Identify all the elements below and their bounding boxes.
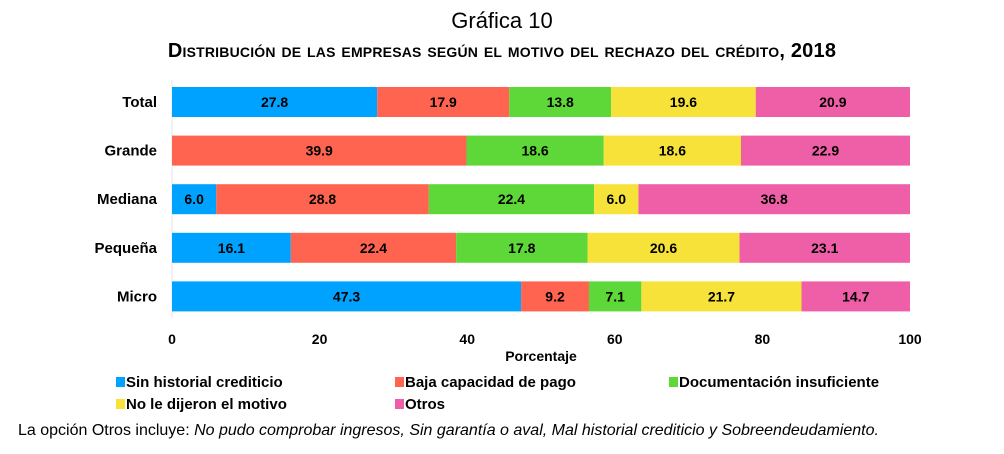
bar-segment (594, 184, 639, 215)
bar-segment (456, 232, 588, 263)
data-label: 23.1 (811, 240, 838, 256)
chart-subtitle: Distribución de las empresas según el mo… (167, 40, 837, 62)
data-label: 20.9 (819, 94, 846, 110)
data-label: 18.6 (521, 143, 548, 159)
data-label: 28.8 (309, 191, 336, 207)
legend-label: Baja capacidad de pago (405, 374, 576, 391)
data-label: 20.6 (650, 240, 677, 256)
data-label: 6.0 (607, 191, 627, 207)
data-label: 22.4 (498, 191, 525, 207)
bar-segment (638, 184, 910, 215)
data-label: 22.4 (360, 240, 387, 256)
x-axis-label: Porcentaje (505, 348, 577, 364)
bar-segment (587, 232, 740, 263)
legend-label: Documentación insuficiente (679, 374, 879, 391)
bar-segment (172, 135, 467, 166)
data-label: 7.1 (605, 288, 625, 304)
category-label: Mediana (97, 191, 158, 208)
bar-segment (428, 184, 595, 215)
data-label: 36.8 (761, 191, 788, 207)
bar-segment (509, 87, 612, 117)
category-label: Micro (117, 288, 157, 305)
bar-segment (172, 232, 291, 263)
x-tick-label: 100 (898, 331, 922, 347)
bar-segment (740, 135, 910, 166)
bar-segment (755, 87, 910, 117)
legend-swatch (116, 377, 125, 387)
bar-segment (377, 87, 510, 117)
category-label: Grande (104, 143, 157, 160)
bar-segment (466, 135, 604, 166)
bar-segment (588, 281, 642, 312)
data-label: 14.7 (842, 288, 869, 304)
bar-segment (641, 281, 802, 312)
data-label: 47.3 (333, 288, 360, 304)
chart-title: Gráfica 10 (451, 8, 553, 33)
bar-segment (611, 87, 756, 117)
data-label: 9.2 (545, 288, 565, 304)
bar-segment (172, 281, 522, 312)
bar-segment (739, 232, 910, 263)
data-label: 16.1 (218, 240, 245, 256)
legend-label: Otros (405, 396, 445, 413)
data-label: 19.6 (670, 94, 697, 110)
legend-label: Sin historial crediticio (126, 374, 283, 391)
x-tick-label: 0 (168, 331, 176, 347)
legend-label: No le dijeron el motivo (126, 396, 287, 413)
category-label: Pequeña (94, 240, 157, 257)
footnote-prefix: La opción Otros incluye: (18, 422, 195, 439)
bar-segment (172, 184, 217, 215)
legend-swatch (669, 377, 678, 387)
x-tick-label: 80 (755, 331, 771, 347)
legend-swatch (395, 399, 404, 409)
bar-segment (801, 281, 910, 312)
data-label: 27.8 (261, 94, 288, 110)
x-tick-label: 40 (459, 331, 475, 347)
data-label: 21.7 (708, 288, 735, 304)
data-label: 39.9 (306, 143, 333, 159)
x-tick-label: 20 (312, 331, 328, 347)
data-label: 17.8 (508, 240, 535, 256)
bar-segment (216, 184, 429, 215)
bar-segment (172, 87, 378, 117)
bar-segment (603, 135, 741, 166)
category-label: Total (122, 94, 157, 111)
legend-swatch (395, 377, 404, 387)
legend-swatch (116, 399, 125, 409)
footnote-detail: No pudo comprobar ingresos, Sin garantía… (194, 422, 879, 439)
data-label: 13.8 (547, 94, 574, 110)
x-tick-label: 60 (607, 331, 623, 347)
bar-segment (521, 281, 589, 312)
data-label: 6.0 (184, 191, 204, 207)
footnote: La opción Otros incluye: No pudo comprob… (18, 422, 879, 440)
data-label: 18.6 (659, 143, 686, 159)
data-label: 17.9 (430, 94, 457, 110)
bar-segment (290, 232, 457, 263)
data-label: 22.9 (812, 143, 839, 159)
